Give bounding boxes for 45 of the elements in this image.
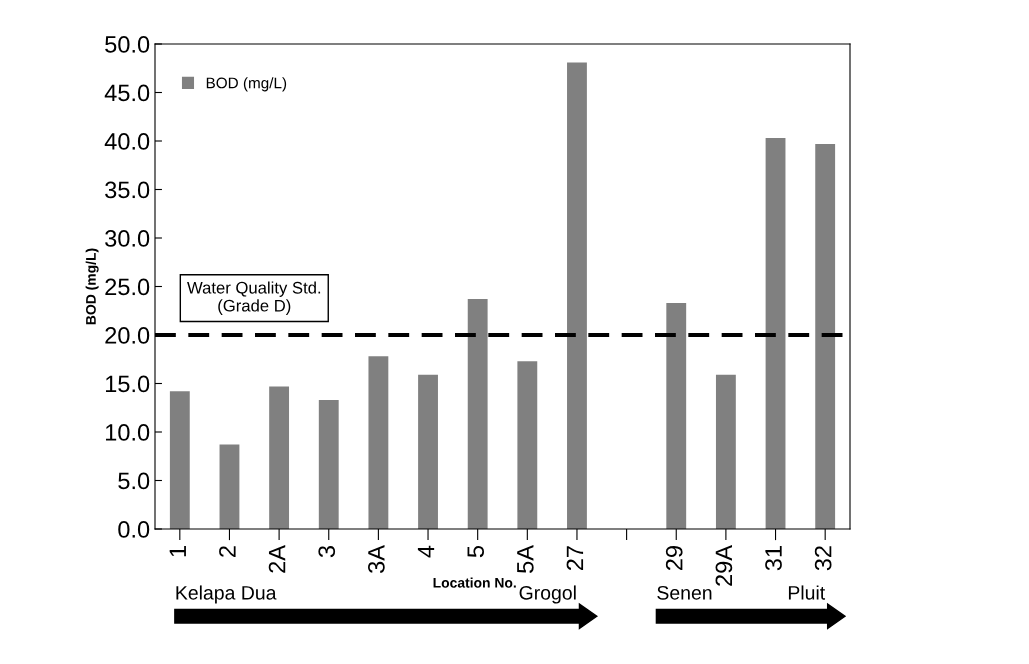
x-tick-label: 27 — [566, 546, 584, 571]
bar — [567, 62, 587, 529]
y-tick-label: 20.0 — [105, 327, 150, 344]
y-tick-label: 0.0 — [118, 521, 150, 538]
ref-line-label: Water Quality Std. (Grade D) — [187, 281, 321, 315]
y-tick-label: 10.0 — [105, 424, 150, 441]
text: Senen — [657, 585, 712, 600]
text: Pluit — [788, 585, 826, 600]
y-tick-label: 30.0 — [105, 230, 150, 247]
bar — [765, 138, 786, 529]
bar — [517, 361, 538, 529]
bar — [169, 391, 190, 529]
x-tick-label: 2A — [268, 545, 286, 573]
x-tick-label: 5A — [517, 545, 534, 573]
x-axis-title: Location No. — [433, 577, 516, 588]
text: Kelapa Dua — [176, 585, 277, 604]
x-tick-label: 31 — [765, 546, 782, 571]
legend-label: BOD (mg/L) — [206, 77, 287, 92]
x-tick-label: 4 — [417, 545, 435, 558]
bar — [318, 399, 339, 529]
x-tick-label: 3 — [318, 546, 336, 558]
y-tick-label: 40.0 — [104, 133, 150, 150]
y-tick-label: 50.0 — [105, 36, 150, 53]
bar — [815, 143, 836, 529]
x-tick-label: 29 — [665, 546, 683, 571]
x-tick-label: 29A — [715, 545, 733, 586]
bar — [715, 374, 736, 529]
y-tick-label: 25.0 — [105, 278, 150, 296]
x-tick-label: 2 — [219, 546, 236, 557]
text: Grogol — [519, 585, 576, 604]
bar — [269, 386, 290, 529]
x-tick-label: 3A — [368, 545, 385, 573]
y-tick-label: 15.0 — [105, 375, 150, 393]
bar — [467, 299, 488, 529]
y-tick-label: 5.0 — [118, 472, 150, 490]
y-tick-label: 35.0 — [105, 181, 150, 199]
bar — [219, 444, 240, 529]
bar — [418, 374, 438, 529]
bar — [368, 356, 389, 529]
bar — [666, 302, 687, 529]
y-tick-label: 45.0 — [104, 84, 150, 102]
x-tick-label: 32 — [814, 546, 832, 571]
x-tick-label: 1 — [169, 546, 186, 557]
y-axis-title: BOD (mg/L) — [85, 248, 99, 325]
x-tick-label: 5 — [467, 545, 485, 558]
